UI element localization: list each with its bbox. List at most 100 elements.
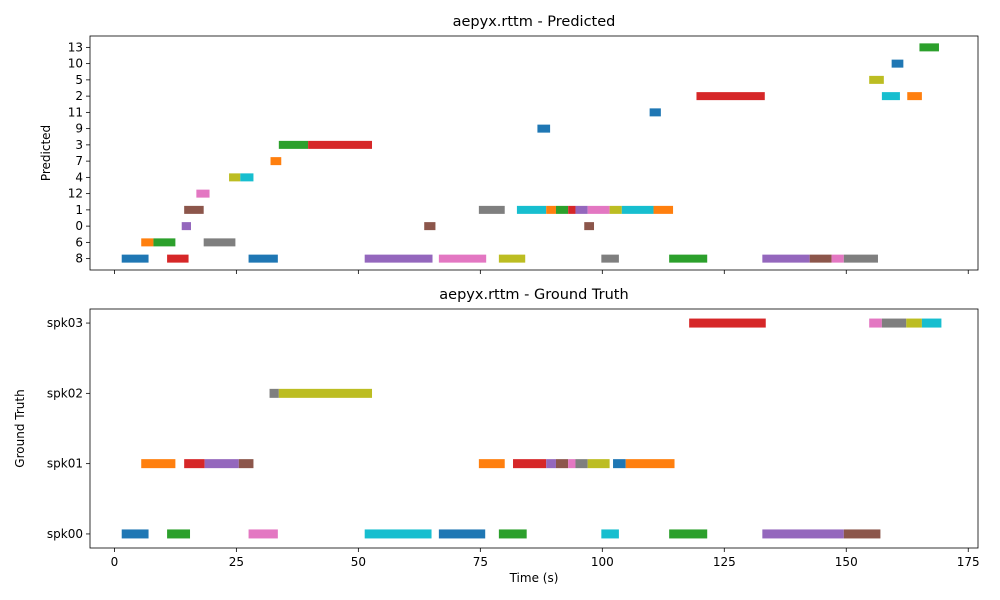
speech-segment — [478, 459, 505, 469]
ground-truth-panel: aepyx.rttm - Ground Truth spk00 spk01 spk02… — [13, 287, 980, 585]
speech-segment — [669, 254, 708, 263]
speech-segment — [141, 238, 154, 247]
speech-segment — [601, 254, 619, 263]
x-tick-label: 50 — [351, 555, 366, 569]
y-tick-label: 11 — [68, 105, 83, 119]
speech-segment — [121, 254, 149, 263]
speech-segment — [919, 43, 939, 52]
speech-segment — [575, 459, 588, 469]
y-tick-label: spk02 — [47, 386, 83, 400]
x-tick-label: 150 — [835, 555, 858, 569]
speech-segment — [196, 189, 210, 198]
speech-segment — [625, 459, 675, 469]
y-tick-label: 6 — [75, 235, 83, 249]
speech-segment — [204, 459, 239, 469]
speech-segment — [891, 59, 904, 68]
y-tick-label: 1 — [75, 203, 83, 217]
speech-segment — [513, 459, 547, 469]
speech-segment — [248, 529, 278, 539]
speech-segment — [121, 529, 149, 539]
speech-segment — [537, 124, 551, 133]
speech-segment — [498, 529, 527, 539]
speech-segment — [762, 254, 810, 263]
speech-segment — [669, 529, 708, 539]
speech-segment — [167, 529, 191, 539]
speech-segment — [203, 238, 236, 247]
y-tick-label: 4 — [75, 170, 83, 184]
speech-segment — [568, 205, 576, 214]
speech-segment — [869, 75, 884, 84]
y-tick-label: 5 — [75, 73, 83, 87]
speech-segment — [364, 529, 432, 539]
speech-segment — [364, 254, 433, 263]
speech-segment — [229, 173, 241, 182]
speech-segment — [167, 254, 189, 263]
speech-segment — [601, 529, 619, 539]
x-tick-label: 0 — [111, 555, 119, 569]
axes-frame — [89, 308, 979, 549]
y-tick-label: 12 — [68, 187, 83, 201]
x-axis-label: Time (s) — [509, 571, 559, 585]
speech-segment — [269, 388, 279, 398]
speech-segment — [270, 157, 282, 166]
speech-segment — [881, 318, 907, 328]
y-tick-label: 9 — [75, 122, 83, 136]
y-tick-label: 10 — [68, 57, 83, 71]
speech-segment — [621, 205, 654, 214]
y-tick-label: spk01 — [47, 457, 83, 471]
x-tick-label: 175 — [957, 555, 980, 569]
speech-segment — [546, 459, 556, 469]
y-tick-label: spk03 — [47, 316, 83, 330]
axes-frame — [89, 35, 979, 271]
speech-segment — [555, 459, 569, 469]
speech-segment — [653, 205, 674, 214]
predicted-panel: aepyx.rttm - Predicted860112473911251013… — [39, 14, 979, 274]
speech-segment — [584, 222, 595, 231]
speech-segment — [881, 92, 900, 101]
speech-segment — [809, 254, 832, 263]
speech-segment — [424, 222, 436, 231]
speech-segment — [869, 318, 882, 328]
speech-segment — [587, 205, 610, 214]
y-tick-label: spk00 — [47, 527, 83, 541]
speech-segment — [613, 459, 626, 469]
speech-segment — [831, 254, 844, 263]
x-tick-label: 100 — [591, 555, 614, 569]
speech-segment — [308, 140, 373, 149]
speech-segment — [696, 92, 765, 101]
speech-segment — [184, 205, 204, 214]
y-tick-label: 0 — [75, 219, 83, 233]
speech-segment — [762, 529, 844, 539]
speech-segment — [184, 459, 205, 469]
y-tick-label: 3 — [75, 138, 83, 152]
speech-segment — [438, 254, 487, 263]
speech-segment — [181, 222, 191, 231]
speech-segment — [587, 459, 610, 469]
y-tick-label: 13 — [68, 40, 83, 54]
chart-title: aepyx.rttm - Ground Truth — [439, 287, 628, 303]
y-tick-label: 8 — [75, 252, 83, 266]
speech-segment — [568, 459, 576, 469]
speech-segment — [609, 205, 622, 214]
speech-segment — [478, 205, 505, 214]
speech-segment — [649, 108, 661, 117]
speech-segment — [907, 92, 922, 101]
x-tick-label: 75 — [473, 555, 488, 569]
speech-segment — [278, 140, 309, 149]
speech-segment — [575, 205, 588, 214]
speech-segment — [516, 205, 547, 214]
speech-segment — [555, 205, 569, 214]
speech-segment — [921, 318, 942, 328]
speech-segment — [438, 529, 486, 539]
speech-segment — [141, 459, 176, 469]
speech-segment — [278, 388, 373, 398]
y-axis-label: Ground Truth — [13, 389, 27, 467]
x-tick-label: 125 — [713, 555, 736, 569]
x-tick-label: 25 — [229, 555, 244, 569]
speech-segment — [498, 254, 526, 263]
speech-segment — [906, 318, 922, 328]
y-axis-label: Predicted — [39, 125, 53, 181]
y-tick-label: 2 — [75, 89, 83, 103]
